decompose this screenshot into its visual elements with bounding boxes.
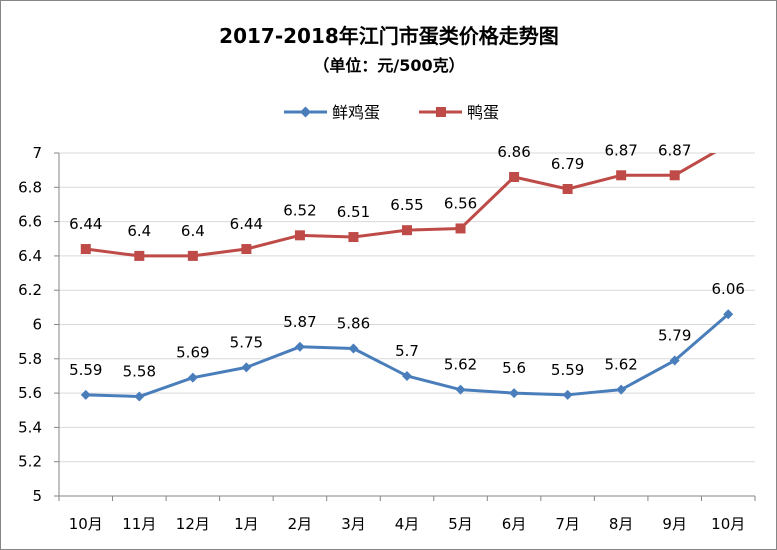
x-tick-label: 4月: [395, 515, 420, 533]
data-point: [455, 384, 466, 395]
data-point: [134, 391, 145, 402]
data-label: 6.4: [181, 222, 205, 240]
data-point: [616, 170, 627, 181]
x-tick-label: 7月: [555, 515, 580, 533]
x-tick-label: 6月: [502, 515, 527, 533]
chart-title: 2017-2018年江门市蛋类价格走势图: [219, 24, 559, 48]
x-tick-label: 8月: [609, 515, 634, 533]
data-point: [241, 244, 252, 255]
data-labels: 5.59 5.58 5.69 5.75 5.87 5.86 5.7 5.62 5.6 5.59 5.…: [69, 141, 745, 380]
legend-marker-egg: [300, 106, 311, 118]
y-tick-label: 5.6: [18, 384, 42, 402]
data-label: 6.55: [390, 196, 423, 214]
x-tick-label: 12月: [176, 515, 210, 533]
data-label: 5.6: [502, 359, 526, 377]
data-label: 6.87: [604, 141, 637, 159]
x-tick-label: 10月: [69, 515, 103, 533]
data-label: 5.59: [69, 361, 102, 379]
legend-marker-duck-egg: [436, 107, 446, 117]
data-point: [80, 389, 91, 400]
data-label: 6.44: [230, 215, 263, 233]
data-label: 6.87: [658, 141, 691, 159]
data-point: [348, 343, 359, 354]
data-label: 5.62: [444, 356, 477, 374]
data-label: 6.51: [337, 203, 370, 221]
y-axis-ticks: 5 5.2 5.4 5.6 5.8 6 6.2 6.4 6.6 6.8 7: [18, 144, 42, 505]
data-label: 6.4: [127, 222, 151, 240]
data-point: [402, 370, 412, 381]
x-axis-ticks: 10月 11月 12月 1月 2月 3月 4月 5月 6月 7月 8月 9月 10月: [69, 515, 746, 533]
y-tick-label: 5: [32, 487, 42, 505]
data-label: 5.87: [283, 313, 316, 331]
gridlines: [59, 152, 755, 463]
series-markers: [80, 139, 734, 402]
data-point: [669, 355, 680, 366]
data-point: [348, 232, 359, 243]
data-label: 5.69: [176, 344, 209, 362]
data-label: 6.56: [444, 194, 477, 212]
data-label: 6.44: [69, 215, 102, 233]
data-point: [187, 250, 198, 261]
data-label: 6.52: [283, 201, 316, 219]
data-point: [562, 389, 573, 400]
data-point: [187, 372, 198, 383]
data-label: 5.58: [123, 363, 156, 381]
data-label: 5.79: [658, 327, 691, 345]
x-tick-label: 3月: [341, 515, 366, 533]
legend-item-egg: 鲜鸡蛋: [284, 103, 380, 122]
y-tick-label: 6.4: [18, 247, 42, 265]
x-tick-label: 9月: [662, 515, 687, 533]
legend-item-duck-egg: 鸭蛋: [419, 103, 499, 122]
data-point: [509, 388, 520, 399]
data-label: 5.62: [604, 356, 637, 374]
data-point: [241, 362, 252, 373]
data-point: [616, 384, 627, 395]
data-label: 5.86: [337, 315, 370, 333]
legend: 鲜鸡蛋 鸭蛋: [284, 103, 499, 122]
data-point: [134, 250, 145, 261]
x-tick-label: 11月: [122, 515, 156, 533]
legend-label-duck-egg: 鸭蛋: [467, 103, 499, 122]
y-tick-label: 5.8: [18, 350, 42, 368]
y-tick-label: 5.2: [18, 453, 42, 471]
data-label: 5.75: [230, 333, 263, 351]
data-label: 6.06: [712, 280, 745, 298]
data-point: [723, 309, 734, 320]
data-label: 6.79: [551, 155, 584, 173]
x-tick-label: 5月: [448, 515, 473, 533]
data-point: [402, 225, 412, 236]
data-point: [723, 139, 733, 149]
data-label: 5.59: [551, 361, 584, 379]
axes: [54, 152, 756, 501]
x-tick-label: 1月: [234, 515, 259, 533]
x-tick-label: 10月: [711, 515, 745, 533]
data-point: [80, 244, 91, 255]
data-point: [562, 184, 573, 195]
y-tick-label: 6.2: [18, 281, 42, 299]
data-point: [294, 230, 305, 241]
legend-label-egg: 鲜鸡蛋: [332, 103, 380, 122]
y-tick-label: 6.8: [18, 178, 42, 196]
y-tick-label: 6.6: [18, 213, 42, 231]
y-tick-label: 5.4: [18, 418, 42, 436]
x-tick-label: 2月: [288, 515, 313, 533]
data-label: 6.86: [497, 143, 530, 161]
data-point: [294, 341, 305, 352]
data-label: 5.7: [395, 342, 419, 360]
y-tick-label: 7: [32, 144, 42, 162]
data-point: [669, 170, 680, 181]
y-tick-label: 6: [32, 316, 42, 334]
data-point: [509, 172, 520, 183]
data-point: [455, 223, 466, 234]
chart-subtitle: （单位：元/500克）: [313, 56, 464, 75]
